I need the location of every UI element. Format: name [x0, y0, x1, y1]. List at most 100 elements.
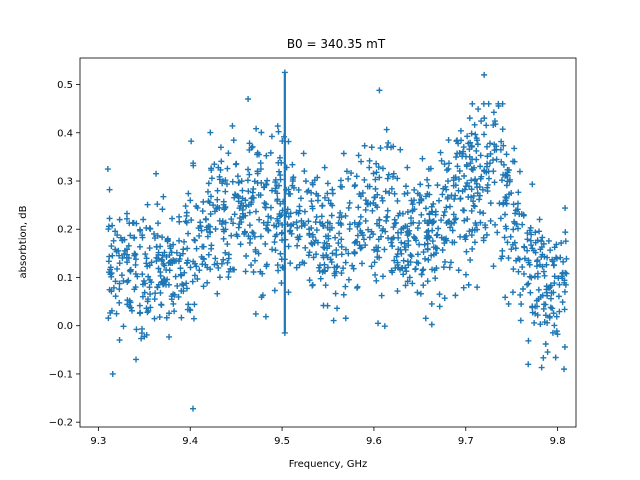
data-point — [376, 87, 383, 94]
x-tick-label: 9.3 — [90, 436, 106, 447]
data-point — [314, 197, 321, 204]
data-point — [402, 183, 409, 190]
data-point — [478, 118, 485, 125]
data-point — [461, 186, 468, 193]
data-point — [349, 262, 356, 269]
data-point — [301, 222, 308, 229]
data-point — [171, 308, 178, 315]
y-axis-label: absorbtion, dB — [18, 205, 29, 278]
data-point — [509, 289, 516, 296]
data-point — [142, 251, 149, 258]
data-point — [112, 246, 119, 253]
data-point — [299, 259, 306, 266]
data-point — [525, 280, 532, 287]
data-point — [355, 204, 362, 211]
data-point — [184, 257, 191, 264]
data-point — [166, 333, 173, 340]
data-point — [373, 220, 380, 227]
data-point — [494, 229, 501, 236]
data-point — [106, 215, 113, 222]
data-point — [468, 207, 475, 214]
data-point — [452, 182, 459, 189]
data-point — [453, 138, 460, 145]
data-point — [536, 216, 543, 223]
data-point — [485, 175, 492, 182]
data-point — [420, 249, 427, 256]
data-point — [536, 228, 543, 235]
data-point — [544, 349, 551, 356]
data-point — [200, 255, 207, 262]
data-point — [515, 268, 522, 275]
data-point — [401, 243, 408, 250]
data-point — [296, 233, 303, 240]
data-point — [483, 163, 490, 170]
data-point — [231, 211, 238, 218]
data-point — [476, 192, 483, 199]
data-point — [513, 207, 520, 214]
data-point — [214, 196, 221, 203]
data-point — [127, 232, 134, 239]
data-point — [510, 226, 517, 233]
data-point — [215, 264, 222, 271]
data-point — [116, 252, 123, 259]
data-point — [214, 290, 221, 297]
data-point — [257, 233, 264, 240]
data-point — [305, 218, 312, 225]
data-point — [407, 251, 414, 258]
data-point — [513, 257, 520, 264]
data-point — [220, 201, 227, 208]
data-point — [330, 317, 337, 324]
data-point — [274, 262, 281, 269]
data-point — [177, 265, 184, 272]
data-point — [252, 208, 259, 215]
data-point — [119, 255, 126, 262]
data-point — [546, 314, 553, 321]
data-point — [390, 170, 397, 177]
data-point — [205, 180, 212, 187]
data-point — [409, 280, 416, 287]
data-point — [549, 329, 556, 336]
data-point — [487, 140, 494, 147]
data-point — [490, 168, 497, 175]
data-point — [187, 264, 194, 271]
data-point — [324, 190, 331, 197]
data-point — [481, 71, 488, 78]
data-point — [536, 261, 543, 268]
x-tick-label: 9.7 — [458, 436, 474, 447]
data-point — [112, 293, 119, 300]
data-point — [443, 204, 450, 211]
data-point — [481, 168, 488, 175]
data-point — [481, 115, 488, 122]
data-point — [200, 243, 207, 250]
data-point — [374, 248, 381, 255]
data-point — [465, 281, 472, 288]
data-point — [365, 226, 372, 233]
data-point — [339, 183, 346, 190]
data-point — [425, 182, 432, 189]
data-point — [357, 245, 364, 252]
data-point — [403, 268, 410, 275]
data-point — [439, 191, 446, 198]
data-point — [258, 179, 265, 186]
data-point — [176, 237, 183, 244]
data-point — [367, 200, 374, 207]
data-point — [529, 245, 536, 252]
data-point — [491, 141, 498, 148]
data-point — [368, 144, 375, 151]
data-point — [473, 222, 480, 229]
data-point — [528, 242, 535, 249]
data-point — [272, 185, 279, 192]
data-point — [359, 189, 366, 196]
data-point — [156, 314, 163, 321]
data-point — [526, 227, 533, 234]
data-point — [295, 236, 302, 243]
data-point — [136, 243, 143, 250]
data-point — [154, 201, 161, 208]
data-point — [422, 315, 429, 322]
data-point — [120, 323, 127, 330]
data-point — [285, 289, 292, 296]
data-point — [163, 253, 170, 260]
data-point — [107, 264, 114, 271]
data-point — [463, 161, 470, 168]
data-point — [194, 276, 201, 283]
